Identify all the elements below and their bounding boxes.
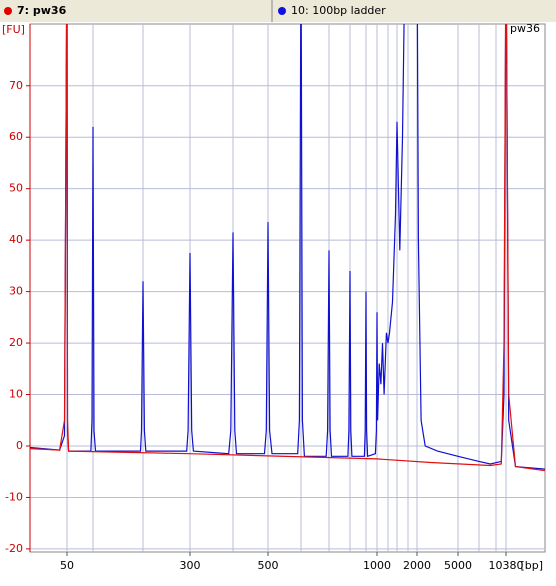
- tab-label: 7: pw36: [17, 4, 67, 17]
- trace: [30, 24, 545, 470]
- plot-area: [29, 23, 546, 553]
- x-tick-label: 2000: [403, 559, 431, 572]
- tab-dot: [278, 7, 286, 15]
- y-tick-label: 70: [9, 79, 23, 92]
- y-tick-label: -10: [5, 490, 23, 503]
- plot-lines: [30, 24, 545, 472]
- x-tick-label: 5000: [444, 559, 472, 572]
- x-tick-label: 50: [60, 559, 74, 572]
- y-axis-label: [FU]: [2, 23, 25, 36]
- y-tick-label: 10: [9, 388, 23, 401]
- trace: [30, 24, 545, 472]
- annotation: pw36: [510, 22, 540, 35]
- tab-label: 10: 100bp ladder: [291, 4, 386, 17]
- x-axis-label: [bp]: [520, 559, 543, 572]
- y-tick-label: 20: [9, 336, 23, 349]
- y-tick-label: 50: [9, 182, 23, 195]
- x-tick-label: 300: [180, 559, 201, 572]
- x-tick-label: 500: [258, 559, 279, 572]
- y-tick-label: 60: [9, 130, 23, 143]
- y-tick-label: 0: [16, 439, 23, 452]
- y-tick-label: 40: [9, 233, 23, 246]
- y-tick-label: -20: [5, 542, 23, 555]
- x-tick-label: 1000: [363, 559, 391, 572]
- x-tick-label: 10380: [489, 559, 524, 572]
- y-tick-label: 30: [9, 285, 23, 298]
- tab-dot: [4, 7, 12, 15]
